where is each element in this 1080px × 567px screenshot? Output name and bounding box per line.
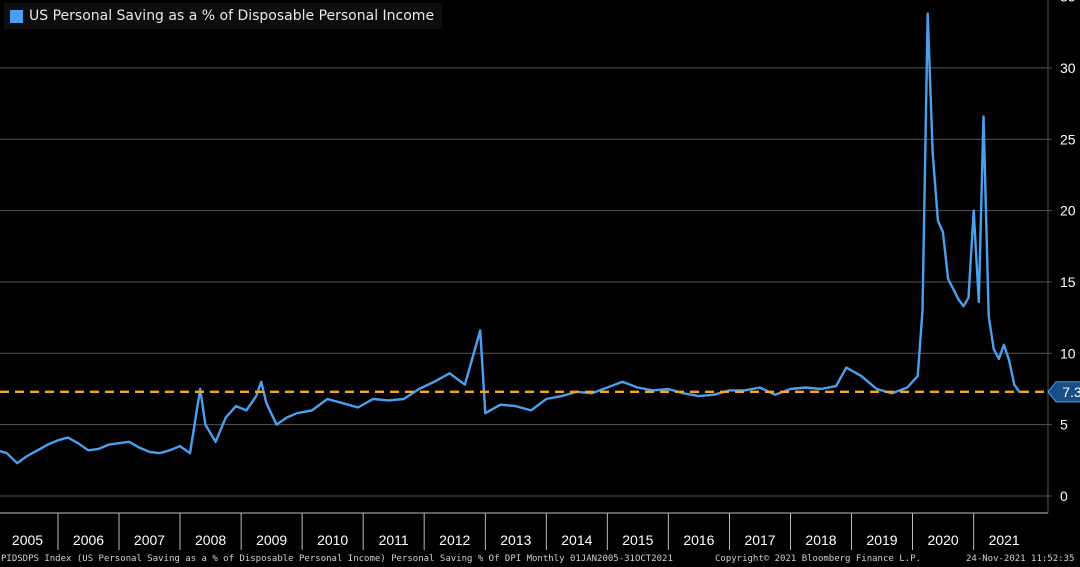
x-tick-label: 2014 [561, 532, 592, 548]
y-tick-label: 25 [1060, 131, 1076, 147]
x-tick-label: 2011 [379, 532, 409, 548]
x-tick-label: 2009 [256, 532, 287, 548]
x-axis: 2005 2006 2007 2008 2009 2010 2011 2012 2013 2014… [0, 512, 1048, 550]
y-tick-label: 5 [1060, 417, 1068, 433]
x-tick-label: 2007 [134, 532, 165, 548]
y-axis-ticks: 0 5 10 15 20 25 30 35 [1047, 0, 1076, 513]
last-value-label: 7.3 [1062, 384, 1080, 400]
footer-timestamp: 24-Nov-2021 11:52:35 [966, 554, 1075, 564]
y-tick-label: 35 [1060, 0, 1076, 5]
series-line [0, 12, 1021, 465]
y-tick-label: 30 [1060, 60, 1076, 76]
legend: US Personal Saving as a % of Disposable … [4, 3, 443, 29]
footer-source: PIDSDPS Index (US Personal Saving as a %… [1, 554, 673, 564]
reference-line-layer: 7.3 [0, 381, 1080, 403]
x-tick-label: 2005 [12, 532, 43, 548]
series-layer [0, 12, 1021, 465]
x-tick-label: 2013 [500, 532, 531, 548]
gridlines [0, 67, 1048, 497]
y-tick-label: 15 [1060, 274, 1076, 290]
x-tick-label: 2019 [866, 532, 897, 548]
footer: PIDSDPS Index (US Personal Saving as a %… [0, 552, 1080, 567]
y-tick-label: 20 [1060, 203, 1076, 219]
x-tick-label: 2010 [317, 532, 348, 548]
x-tick-label: 2008 [195, 532, 226, 548]
x-tick-label: 2020 [928, 532, 959, 548]
last-value-badge [1047, 381, 1080, 403]
x-tick-label: 2006 [73, 532, 104, 548]
y-tick-label: 10 [1060, 345, 1076, 361]
legend-label: US Personal Saving as a % of Disposable … [29, 8, 435, 24]
x-tick-label: 2015 [622, 532, 653, 548]
x-tick-label: 2017 [744, 532, 775, 548]
x-tick-label: 2021 [989, 532, 1020, 548]
x-tick-label: 2018 [805, 532, 836, 548]
legend-swatch [10, 9, 23, 23]
y-tick-label: 0 [1060, 488, 1068, 504]
footer-copyright: Copyright© 2021 Bloomberg Finance L.P. [715, 554, 921, 564]
x-tick-label: 2016 [683, 532, 714, 548]
x-tick-label: 2012 [439, 532, 470, 548]
